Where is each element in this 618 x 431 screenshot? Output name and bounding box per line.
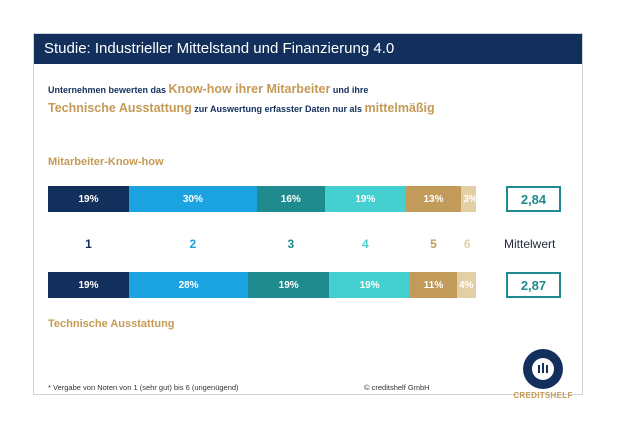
subtitle: Unternehmen bewerten das Know-how ihrer … [48,80,568,118]
bar-segment-grade-4: 19% [329,272,411,298]
bar-segment-grade-2: 30% [128,186,257,212]
grade-label-3: 3 [287,237,295,251]
subtitle-highlight-1: Know-how ihrer Mitarbeiter [168,82,331,96]
subtitle-text-1: Unternehmen bewerten das [48,85,169,95]
bar-segment-grade-2: 28% [128,272,249,298]
grade-label-1: 1 [85,237,92,251]
bar-segment-grade-6: 4% [456,272,476,298]
creditshelf-logo-icon [523,349,563,389]
subtitle-line-1: Unternehmen bewerten das Know-how ihrer … [48,80,568,99]
footnote: * Vergabe von Noten von 1 (sehr gut) bis… [48,383,239,392]
stacked-bar-technik: 19% 28% 19% 19% 11% 4% [48,272,476,298]
grade-label-4: 4 [362,237,369,251]
subtitle-highlight-2: Technische Ausstattung [48,101,192,115]
study-card: Studie: Industrieller Mittelstand und Fi… [33,33,583,400]
bar-segment-grade-6: 3% [461,186,478,212]
series-label-know-how: Mitarbeiter-Know-how [48,156,164,168]
page-title: Studie: Industrieller Mittelstand und Fi… [44,40,395,57]
bar-segment-grade-5: 13% [405,186,462,212]
bar-segment-grade-5: 11% [410,272,457,298]
mean-value-know-how: 2,84 [506,186,561,212]
grade-label-2: 2 [189,237,197,251]
logo-text: CREDITSHELF [513,391,573,400]
subtitle-text-2: und ihre [330,85,369,95]
bar-segment-grade-1: 19% [48,186,129,212]
grade-label-5: 5 [430,237,437,251]
subtitle-text-3: zur Auswertung erfasster Daten nur als [191,104,365,114]
bar-segment-grade-1: 19% [48,272,129,298]
mean-label: Mittelwert [504,237,556,251]
bar-segment-grade-3: 16% [256,186,325,212]
mean-value-technik: 2,87 [506,272,561,298]
stacked-bar-know-how: 19% 30% 16% 19% 13% 3% [48,186,478,212]
logo-bars-icon [538,363,548,373]
bar-segment-grade-3: 19% [248,272,330,298]
copyright: © creditshelf GmbH [364,383,430,392]
series-label-technik: Technische Ausstattung [48,318,175,330]
header-bar: Studie: Industrieller Mittelstand und Fi… [34,34,582,64]
grade-label-6: 6 [463,237,471,251]
subtitle-highlight-3: mittelmäßig [364,101,435,115]
subtitle-line-2: Technische Ausstattung zur Auswertung er… [48,99,568,118]
bar-segment-grade-4: 19% [324,186,406,212]
